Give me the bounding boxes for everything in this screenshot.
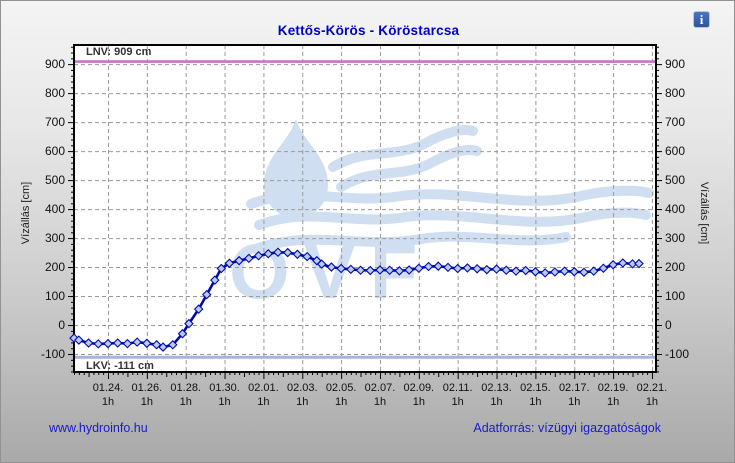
svg-text:1h: 1h [646,396,658,408]
svg-text:100: 100 [45,289,65,303]
svg-text:01.28.: 01.28. [170,382,201,394]
water-level-markers [69,247,644,352]
y-axis-caption-left: Vízállás [cm] [20,181,32,245]
svg-text:02.01.: 02.01. [248,382,279,394]
data-source-label: Adatforrás: vízügyi igazgatóságok [473,421,661,435]
svg-text:0: 0 [58,318,65,332]
info-icon: i [699,12,704,27]
svg-text:400: 400 [45,202,65,216]
svg-text:01.26.: 01.26. [132,382,163,394]
svg-text:02.11.: 02.11. [443,382,473,394]
svg-text:1h: 1h [257,396,269,408]
svg-text:02.17.: 02.17. [559,382,590,394]
svg-text:1h: 1h [568,396,580,408]
svg-text:1h: 1h [529,396,541,408]
svg-text:01.30.: 01.30. [209,382,240,394]
plot-area [74,45,656,372]
svg-text:800: 800 [45,86,65,100]
svg-text:900: 900 [45,57,65,71]
svg-text:600: 600 [45,144,65,158]
svg-text:200: 200 [665,260,685,274]
svg-text:1h: 1h [335,396,347,408]
svg-text:1h: 1h [296,396,308,408]
svg-text:-100: -100 [665,347,689,361]
svg-text:0: 0 [665,318,672,332]
plot-border [73,44,657,373]
info-button[interactable]: i [693,11,710,28]
svg-text:1h: 1h [102,396,114,408]
gridlines [74,45,656,372]
svg-text:02.21.: 02.21. [637,382,668,394]
svg-text:02.05.: 02.05. [326,382,357,394]
svg-text:1h: 1h [452,396,464,408]
svg-text:01.24.: 01.24. [93,382,124,394]
lkv-reference-label: LKV: -111 cm [86,360,154,372]
svg-text:500: 500 [665,173,685,187]
svg-text:700: 700 [45,115,65,129]
svg-text:02.13.: 02.13. [481,382,512,394]
svg-text:02.15.: 02.15. [520,382,551,394]
tick-labels: -100 -100 0 0 100 100 200 200 300 300 400 400 500 500… [41,57,689,408]
svg-text:700: 700 [665,115,685,129]
svg-text:02.07.: 02.07. [365,382,396,394]
svg-text:02.09.: 02.09. [404,382,435,394]
svg-text:1h: 1h [180,396,192,408]
svg-text:800: 800 [665,86,685,100]
svg-text:100: 100 [665,289,685,303]
svg-text:1h: 1h [141,396,153,408]
lnv-reference-label: LNV: 909 cm [86,46,152,58]
svg-text:1h: 1h [413,396,425,408]
y-axis-caption-right: Vízállás [cm] [698,181,710,245]
svg-text:200: 200 [45,260,65,274]
svg-text:400: 400 [665,202,685,216]
svg-text:900: 900 [665,57,685,71]
svg-text:1h: 1h [218,396,230,408]
svg-text:1h: 1h [490,396,502,408]
svg-text:02.03.: 02.03. [287,382,318,394]
svg-text:02.19.: 02.19. [598,382,629,394]
svg-text:-100: -100 [41,347,65,361]
svg-text:1h: 1h [607,396,619,408]
svg-text:500: 500 [45,173,65,187]
hydroinfo-site-link[interactable]: www.hydroinfo.hu [49,421,148,435]
page-title: Kettős-Körös - Köröstarcsa [277,23,460,38]
svg-text:300: 300 [665,231,685,245]
svg-text:1h: 1h [374,396,386,408]
svg-text:300: 300 [45,231,65,245]
svg-text:600: 600 [665,144,685,158]
